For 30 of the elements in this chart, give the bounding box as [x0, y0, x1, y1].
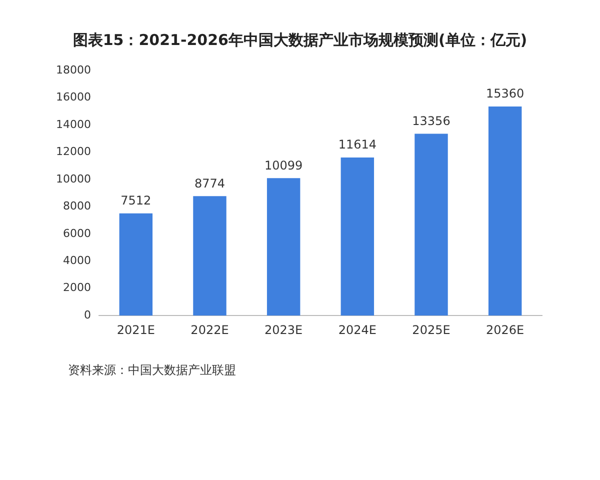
data-label: 7512 — [120, 193, 152, 208]
x-tick-label: 2025E — [412, 322, 450, 337]
y-tick-label: 16000 — [56, 90, 91, 104]
data-label: 8774 — [194, 176, 226, 190]
y-tick-label: 14000 — [56, 118, 91, 131]
data-label: 11614 — [338, 138, 377, 152]
bar — [340, 158, 374, 316]
bar — [266, 178, 300, 316]
y-tick-label: 6000 — [62, 226, 91, 240]
y-tick-label: 18000 — [56, 63, 91, 76]
x-tick-label: 2021E — [116, 322, 155, 337]
chart-title: 图表15：2021-2026年中国大数据产业市场规模预测(单位：亿元) — [72, 30, 528, 50]
x-tick-label: 2026E — [486, 322, 524, 337]
x-tick-label: 2024E — [338, 322, 376, 337]
y-tick-label: 4000 — [62, 254, 91, 268]
y-tick-label: 0 — [84, 308, 91, 322]
y-tick-label: 10000 — [56, 172, 91, 186]
bar — [414, 134, 448, 316]
text: 资料来源：中国大数据产业联盟 — [68, 362, 237, 379]
y-tick-label: 12000 — [56, 145, 91, 158]
y-tick-label: 8000 — [62, 200, 91, 213]
bar — [193, 196, 226, 316]
y-tick-label: 2000 — [62, 281, 91, 294]
data-label: 15360 — [486, 86, 524, 101]
x-tick-label: 2022E — [190, 322, 229, 337]
bar — [119, 213, 153, 316]
bar — [488, 106, 522, 316]
data-label: 10099 — [264, 158, 303, 172]
data-label: 13356 — [412, 114, 450, 128]
x-tick-label: 2023E — [264, 322, 303, 337]
